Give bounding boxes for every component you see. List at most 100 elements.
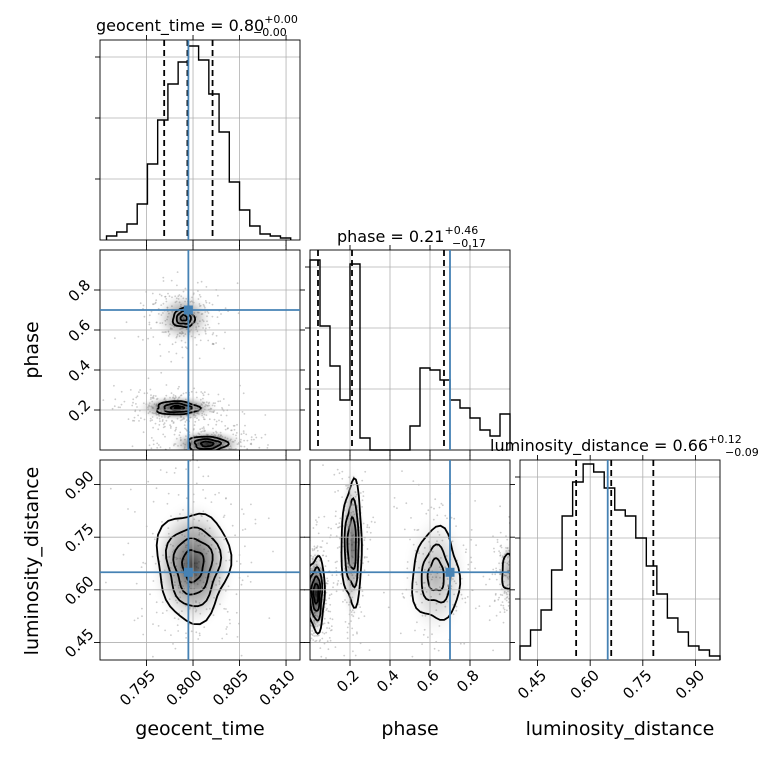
- scatter-point: [496, 538, 499, 541]
- scatter-point: [154, 422, 157, 425]
- scatter-point: [348, 417, 350, 419]
- scatter-point: [144, 562, 147, 565]
- scatter-point: [334, 515, 337, 518]
- scatter-point: [326, 542, 328, 545]
- scatter-point: [142, 304, 145, 307]
- scatter-point: [142, 431, 145, 434]
- scatter-point: [202, 453, 204, 455]
- scatter-point: [194, 451, 196, 453]
- scatter-point: [195, 454, 197, 456]
- scatter-point: [230, 503, 232, 506]
- scatter-point: [254, 433, 257, 436]
- scatter-point: [143, 315, 146, 318]
- scatter-point: [330, 593, 333, 596]
- scatter-point: [517, 550, 519, 552]
- scatter-point: [268, 617, 271, 619]
- scatter-point: [204, 497, 207, 500]
- scatter-point: [151, 532, 154, 535]
- scatter-point: [348, 622, 350, 625]
- scatter-point: [305, 585, 307, 587]
- scatter-point: [356, 632, 358, 635]
- scatter-point: [433, 647, 436, 650]
- scatter-point: [357, 617, 360, 620]
- scatter-point: [165, 471, 168, 474]
- scatter-point: [307, 570, 309, 572]
- scatter-point: [203, 391, 206, 394]
- scatter-point: [224, 331, 226, 334]
- scatter-point: [242, 392, 245, 395]
- scatter-point: [177, 494, 180, 496]
- scatter-point: [131, 445, 134, 448]
- scatter-point: [482, 575, 485, 578]
- scatter-point: [430, 506, 433, 509]
- scatter-point: [141, 615, 143, 618]
- scatter-point: [523, 572, 525, 574]
- scatter-point: [337, 580, 340, 582]
- scatter-point: [515, 523, 517, 525]
- scatter-point: [512, 584, 514, 586]
- scatter-point: [356, 631, 358, 634]
- scatter-point: [236, 636, 239, 638]
- xticklabel-luminosity_distance-0: 0.45: [514, 666, 550, 702]
- scatter-point: [182, 450, 184, 452]
- scatter-point: [518, 573, 520, 575]
- scatter-point: [109, 487, 112, 490]
- scatter-point: [240, 654, 243, 657]
- scatter-point: [139, 454, 141, 456]
- scatter-point: [195, 344, 198, 346]
- scatter-point: [304, 570, 306, 572]
- scatter-point: [185, 632, 187, 635]
- scatter-point: [521, 562, 523, 564]
- scatter-point: [214, 493, 217, 496]
- scatter-point: [149, 388, 152, 391]
- scatter-point: [206, 457, 208, 459]
- scatter-point: [150, 327, 152, 329]
- scatter-point: [503, 608, 506, 611]
- scatter-point: [305, 548, 307, 550]
- scatter-point: [335, 574, 338, 576]
- hist-luminosity_distance: [519, 463, 721, 660]
- scatter-point: [319, 639, 322, 641]
- scatter-point: [228, 453, 230, 455]
- scatter-point: [403, 528, 406, 531]
- scatter-point: [369, 531, 372, 534]
- scatter-point: [401, 470, 403, 472]
- scatter-point: [166, 454, 168, 456]
- scatter-point: [308, 603, 310, 605]
- scatter-point: [142, 561, 145, 564]
- contour-phase-luminosity_distance-2: [310, 575, 322, 612]
- scatter-point: [173, 433, 176, 436]
- scatter-point: [198, 634, 201, 637]
- scatter-point: [163, 455, 165, 457]
- scatter-point: [132, 398, 135, 401]
- scatter-point: [328, 594, 331, 597]
- scatter-point: [393, 505, 395, 508]
- scatter-point: [528, 562, 530, 564]
- scatter-point: [421, 502, 423, 505]
- scatter-point: [240, 452, 242, 454]
- scatter-point: [223, 467, 225, 469]
- scatter-point: [346, 631, 349, 634]
- scatter-point: [123, 400, 126, 403]
- scatter-point: [344, 621, 347, 623]
- scatter-point: [159, 343, 161, 346]
- scatter-point: [360, 611, 363, 613]
- scatter-point: [117, 406, 120, 409]
- scatter-point: [215, 455, 217, 457]
- scatter-point: [347, 418, 349, 420]
- scatter-point: [176, 284, 178, 287]
- scatter-point: [178, 453, 180, 455]
- scatter-point: [183, 453, 185, 455]
- scatter-point: [242, 463, 244, 465]
- scatter-point: [336, 584, 339, 586]
- scatter-point: [421, 456, 423, 458]
- scatter-point: [174, 467, 177, 470]
- scatter-point: [488, 578, 491, 581]
- scatter-point: [185, 497, 188, 500]
- scatter-point: [312, 673, 314, 675]
- scatter-point: [244, 528, 247, 530]
- hist-phase: [309, 259, 511, 451]
- scatter-point: [517, 569, 519, 571]
- scatter-point: [307, 613, 309, 615]
- density-blob-0: [114, 271, 240, 363]
